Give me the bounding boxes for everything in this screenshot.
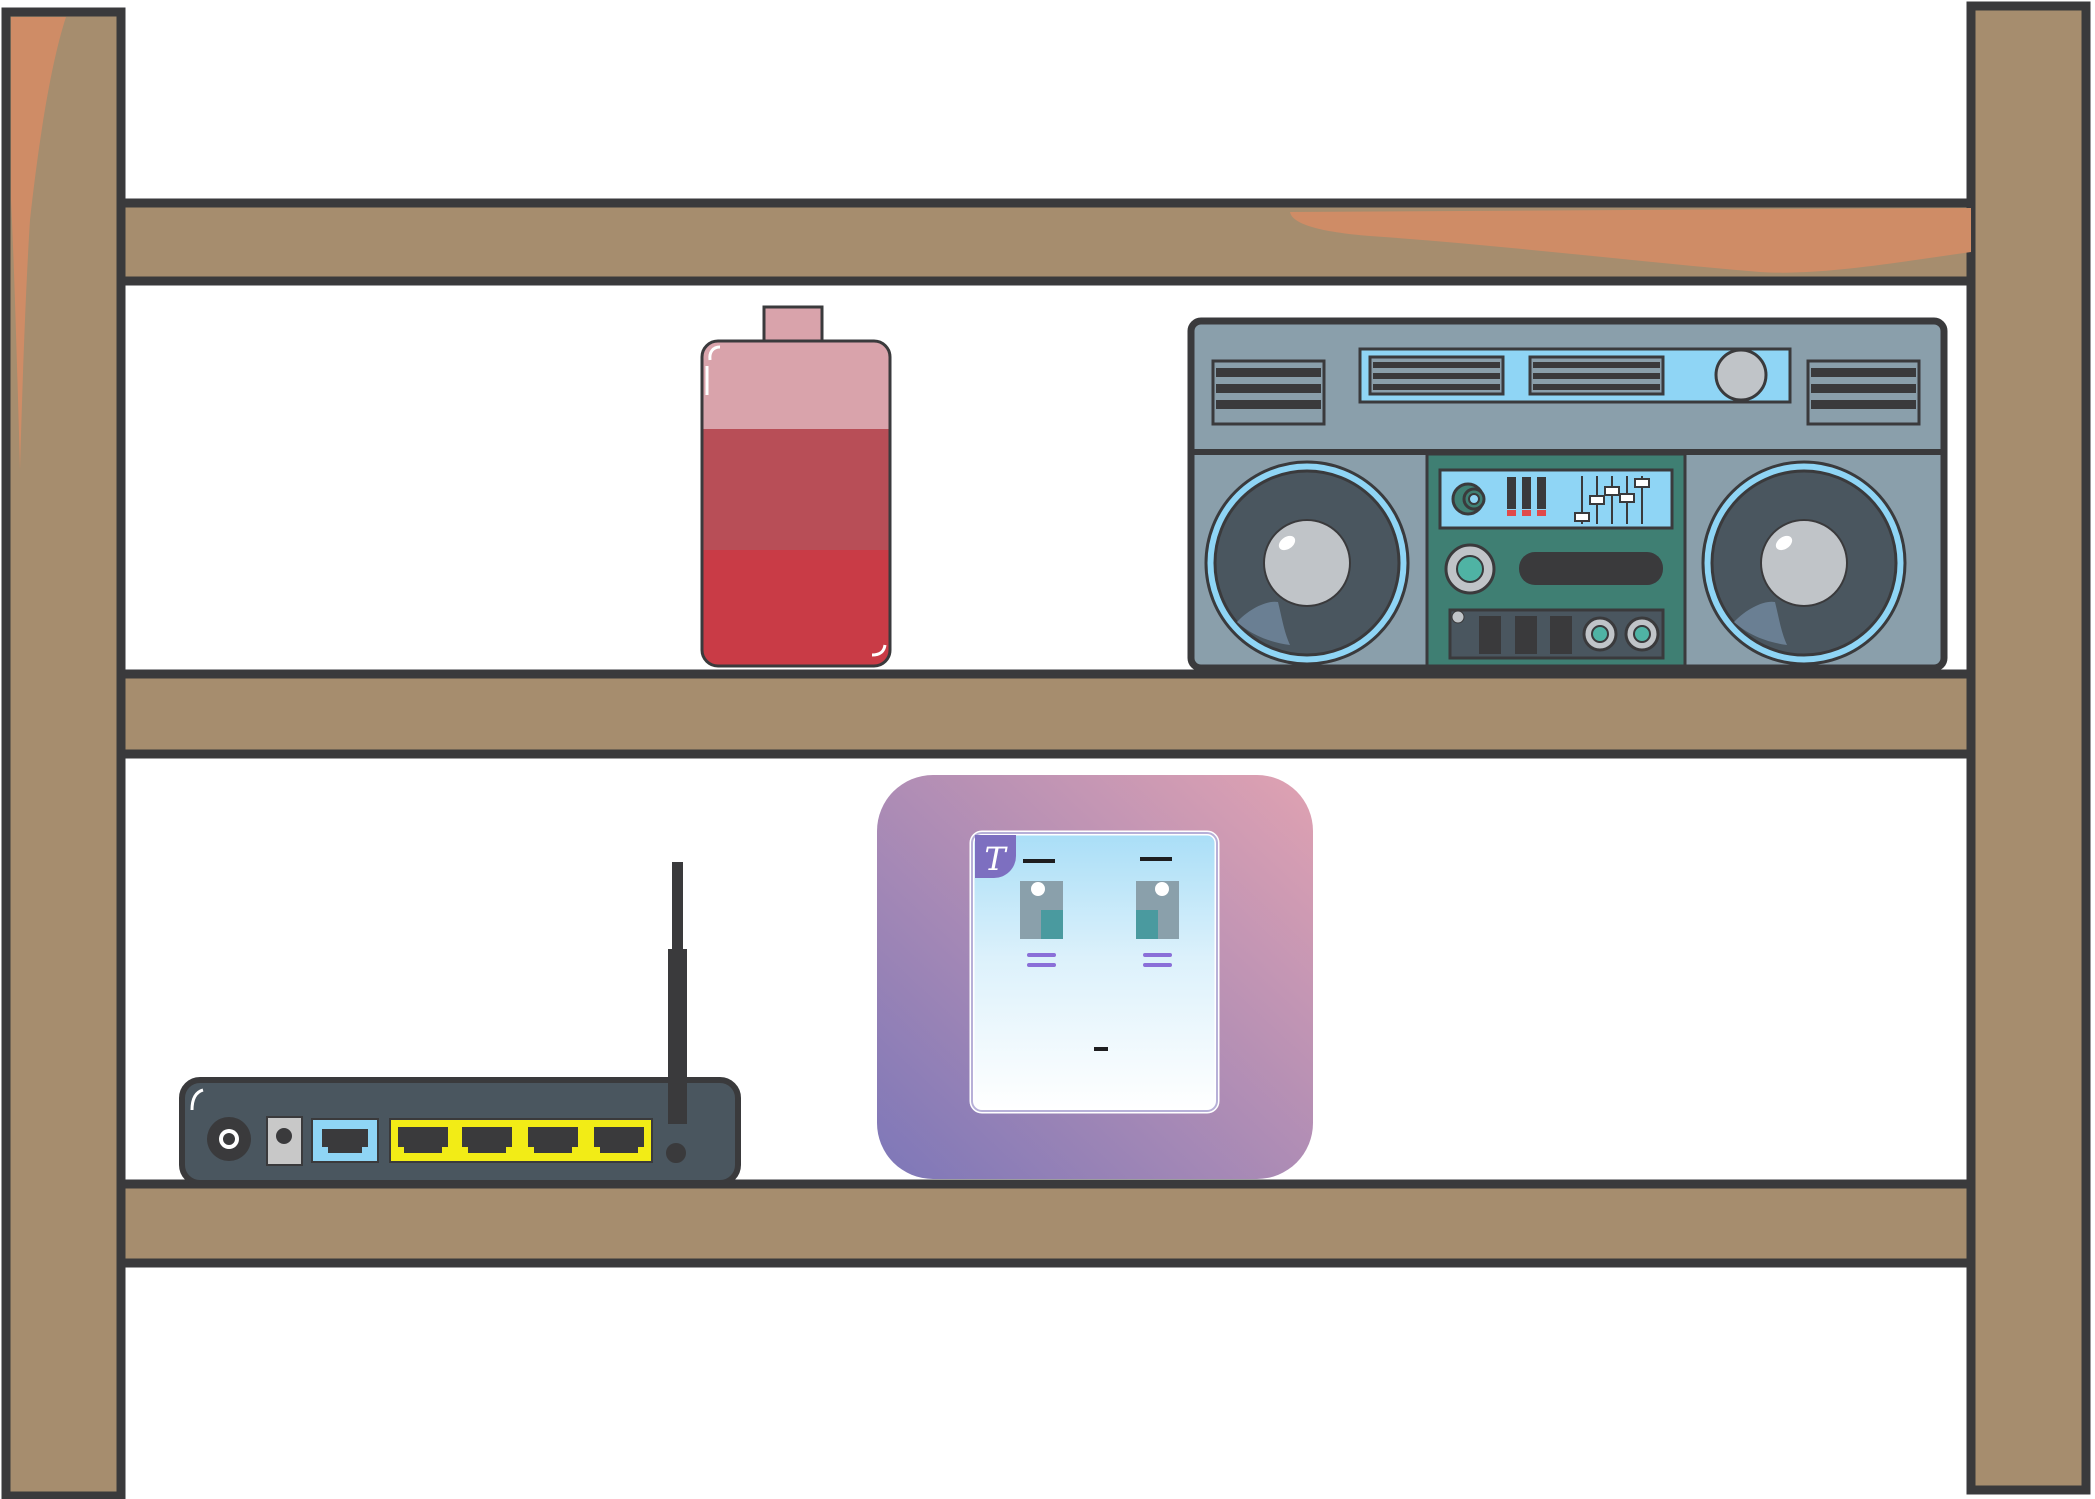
boombox-equalizer: [1574, 476, 1650, 524]
switch-right-toggle[interactable]: [1136, 881, 1179, 939]
bottle-shine: [708, 345, 721, 361]
router-antenna: [672, 862, 683, 957]
boombox-tuning-knob: [1714, 348, 1768, 402]
boombox-cassette-slot: [1519, 552, 1663, 585]
boombox-control-panel: [1425, 452, 1687, 668]
boombox-left-speaker: [1204, 460, 1410, 666]
router-dc-port: [266, 1116, 303, 1166]
bottle-body: [700, 339, 892, 668]
right-post: [1966, 1, 2091, 1495]
left-post-highlight: [11, 17, 66, 470]
wifi-router: [179, 862, 741, 1186]
switch-badge-letter: T: [984, 840, 1008, 878]
boombox-top-display: [1358, 347, 1792, 404]
switch-left-toggle[interactable]: [1020, 881, 1063, 939]
boombox: [1187, 317, 1948, 672]
router-reset-button: [666, 1143, 686, 1163]
middle-shelf: [116, 669, 1976, 759]
boombox-left-vent: [1211, 359, 1326, 426]
light-switch: T: [877, 775, 1313, 1179]
bottle: [700, 305, 892, 668]
bottle-cap: [762, 305, 824, 345]
boombox-right-speaker: [1701, 460, 1907, 666]
switch-plate: [969, 830, 1220, 1114]
boombox-right-vent: [1806, 359, 1921, 426]
switch-badge: T: [975, 835, 1016, 878]
bottom-shelf: [116, 1179, 1976, 1268]
top-beam-highlight: [1290, 208, 1971, 273]
